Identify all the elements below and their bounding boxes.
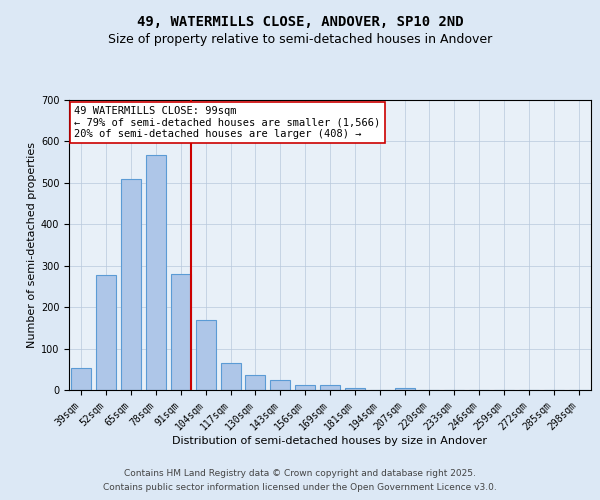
X-axis label: Distribution of semi-detached houses by size in Andover: Distribution of semi-detached houses by … — [173, 436, 487, 446]
Y-axis label: Number of semi-detached properties: Number of semi-detached properties — [26, 142, 37, 348]
Bar — [171, 274, 191, 390]
Text: Size of property relative to semi-detached houses in Andover: Size of property relative to semi-detach… — [108, 32, 492, 46]
Text: Contains public sector information licensed under the Open Government Licence v3: Contains public sector information licen… — [103, 484, 497, 492]
Bar — [295, 386, 315, 390]
Bar — [345, 388, 365, 390]
Bar — [245, 375, 265, 390]
Bar — [71, 368, 91, 390]
Bar — [121, 178, 141, 390]
Bar — [97, 275, 116, 390]
Bar — [395, 388, 415, 390]
Bar — [271, 380, 290, 390]
Text: 49 WATERMILLS CLOSE: 99sqm
← 79% of semi-detached houses are smaller (1,566)
20%: 49 WATERMILLS CLOSE: 99sqm ← 79% of semi… — [74, 106, 380, 139]
Bar — [221, 362, 241, 390]
Bar — [146, 155, 166, 390]
Bar — [196, 320, 215, 390]
Bar — [320, 386, 340, 390]
Text: 49, WATERMILLS CLOSE, ANDOVER, SP10 2ND: 49, WATERMILLS CLOSE, ANDOVER, SP10 2ND — [137, 15, 463, 29]
Text: Contains HM Land Registry data © Crown copyright and database right 2025.: Contains HM Land Registry data © Crown c… — [124, 468, 476, 477]
